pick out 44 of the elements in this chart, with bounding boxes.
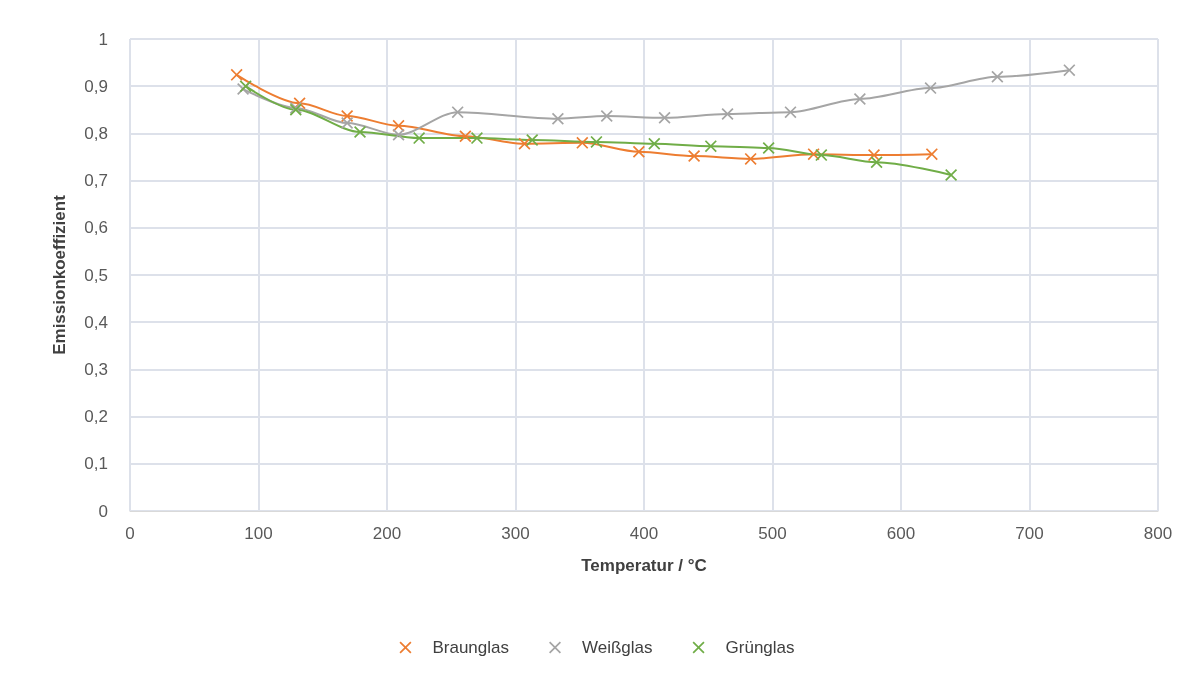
y-tick-label: 0,1 — [84, 454, 108, 474]
x-tick-label: 300 — [501, 524, 530, 543]
x-axis-title: Temperatur / °C — [581, 556, 707, 575]
x-tick-label: 500 — [758, 524, 787, 543]
point — [413, 132, 426, 145]
point — [945, 168, 958, 181]
legend-label: Braunglas — [432, 638, 510, 657]
point — [1063, 64, 1076, 77]
x-tick-label: 400 — [629, 524, 659, 543]
point — [688, 150, 701, 163]
y-tick-label: 1 — [98, 29, 108, 49]
x-tick-label: 0 — [125, 524, 135, 543]
point — [632, 145, 645, 158]
y-tick-label: 0,9 — [84, 76, 108, 96]
x-tick-label: 700 — [1015, 524, 1044, 543]
point — [704, 140, 717, 153]
point — [925, 148, 938, 161]
point — [648, 137, 661, 150]
point — [551, 112, 564, 125]
point — [470, 132, 483, 145]
point — [576, 136, 589, 149]
point — [853, 92, 866, 105]
y-tick-label: 0,4 — [84, 312, 108, 332]
point — [600, 109, 613, 122]
point — [451, 106, 464, 119]
y-tick-label: 0 — [98, 501, 108, 521]
x-tick-label: 200 — [372, 524, 402, 543]
point — [354, 125, 367, 138]
y-tick-label: 0,5 — [84, 265, 108, 285]
y-tick-label: 0,3 — [84, 359, 108, 379]
point — [459, 130, 472, 143]
y-tick-label: 0,8 — [84, 123, 108, 143]
x-tick-label: 800 — [1143, 524, 1173, 543]
point — [341, 117, 354, 130]
legend-label: Grünglas — [725, 638, 795, 657]
y-tick-label: 0,6 — [84, 218, 108, 238]
point — [868, 149, 881, 162]
y-tick-label: 0,7 — [84, 171, 108, 191]
y-tick-label: 0,2 — [84, 407, 108, 427]
legend-label: Weißglas — [582, 638, 653, 657]
x-tick-label: 100 — [244, 524, 273, 543]
x-tick-label: 600 — [886, 524, 916, 543]
point — [991, 70, 1004, 83]
y-axis-title: Emissionkoeffizient — [50, 194, 69, 355]
